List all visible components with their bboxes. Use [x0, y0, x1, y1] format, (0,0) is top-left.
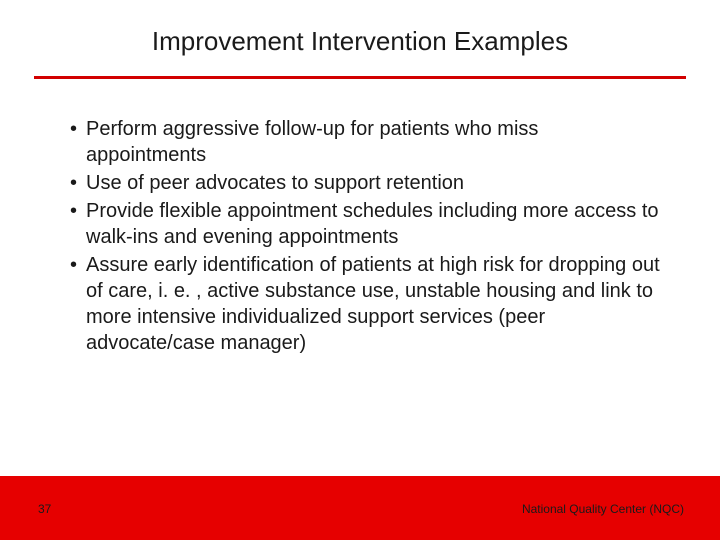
slide: Improvement Intervention Examples • Perf…	[0, 0, 720, 540]
list-item: • Provide flexible appointment schedules…	[70, 198, 660, 250]
title-divider	[34, 76, 686, 79]
bullet-text: Assure early identification of patients …	[86, 252, 660, 356]
list-item: • Assure early identification of patient…	[70, 252, 660, 356]
bullet-list: • Perform aggressive follow-up for patie…	[70, 116, 660, 358]
bullet-text: Use of peer advocates to support retenti…	[86, 170, 660, 196]
bullet-icon: •	[70, 198, 86, 224]
bullet-text: Perform aggressive follow-up for patient…	[86, 116, 660, 168]
page-number: 37	[38, 502, 51, 516]
bullet-icon: •	[70, 252, 86, 278]
list-item: • Perform aggressive follow-up for patie…	[70, 116, 660, 168]
list-item: • Use of peer advocates to support reten…	[70, 170, 660, 196]
bullet-icon: •	[70, 170, 86, 196]
bullet-text: Provide flexible appointment schedules i…	[86, 198, 660, 250]
footer-org: National Quality Center (NQC)	[522, 502, 684, 516]
bullet-icon: •	[70, 116, 86, 142]
slide-title: Improvement Intervention Examples	[0, 26, 720, 57]
